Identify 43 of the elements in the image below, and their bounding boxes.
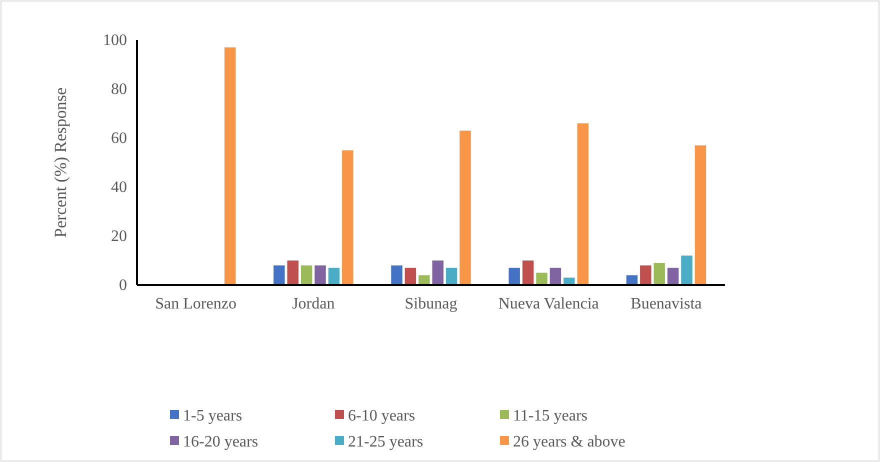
bar [681, 256, 692, 285]
bar [287, 260, 298, 285]
bar [654, 262, 665, 285]
legend-label: 16-20 years [183, 434, 258, 451]
bar [404, 268, 416, 285]
bar [460, 130, 471, 285]
y-tick-label: 100 [103, 32, 127, 50]
bar [536, 272, 548, 285]
bar [314, 265, 326, 285]
bar [274, 265, 285, 285]
y-tick-label: 40 [111, 179, 127, 196]
bar [640, 265, 652, 285]
legend-label: 26 years & above [513, 434, 626, 451]
bar [626, 275, 638, 285]
bar [446, 268, 458, 285]
bar [342, 150, 354, 285]
bar [418, 275, 430, 285]
bar [300, 265, 312, 285]
legend-label: 11-15 years [513, 408, 588, 425]
x-tick-label: Buenavista [630, 295, 702, 312]
bar [224, 47, 236, 285]
x-tick-label: Sibunag [404, 295, 458, 312]
x-tick-label: Nueva Valencia [498, 295, 599, 312]
bar [328, 268, 340, 285]
legend-label: 6-10 years [348, 408, 416, 425]
y-tick-label: 60 [111, 130, 127, 148]
legend-label: 1-5 years [183, 408, 242, 425]
y-tick-label: 20 [111, 228, 127, 246]
y-axis-title: Percent (%) Response [51, 87, 70, 238]
y-tick-label: 80 [111, 81, 127, 98]
bar [508, 268, 520, 285]
y-tick-label: 0 [119, 277, 127, 294]
x-tick-label: San Lorenzo [155, 295, 236, 312]
bar [694, 145, 706, 285]
x-tick-label: Jordan [292, 295, 335, 312]
legend-label: 21-25 years [348, 434, 424, 451]
bar [391, 265, 402, 285]
bar [550, 268, 562, 285]
bar [667, 268, 679, 285]
bar [432, 260, 444, 285]
bar [577, 123, 588, 285]
bar [564, 278, 575, 285]
bar [522, 260, 534, 285]
